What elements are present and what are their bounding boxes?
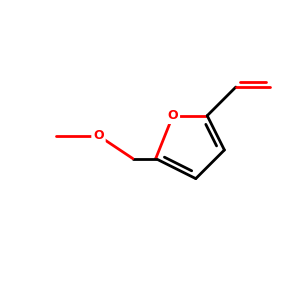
Text: O: O <box>168 109 178 122</box>
Text: O: O <box>93 129 104 142</box>
